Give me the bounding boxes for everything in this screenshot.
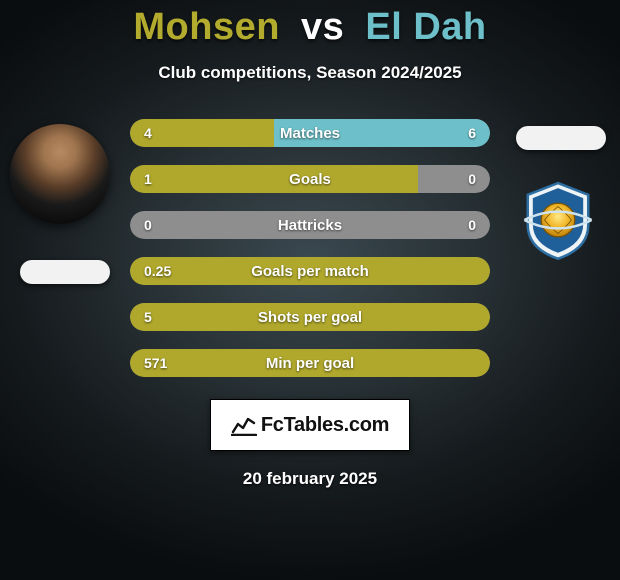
player2-name: El Dah xyxy=(365,6,486,48)
subtitle: Club competitions, Season 2024/2025 xyxy=(0,63,620,83)
brand-badge: FcTables.com xyxy=(210,399,410,451)
stat-bar-left xyxy=(130,165,418,193)
stats-container: 46Matches 10Goals 00Hattricks 0.25Goals per… xyxy=(130,119,490,377)
stat-bar-left xyxy=(130,257,490,285)
date-label: 20 february 2025 xyxy=(0,469,620,489)
stat-row: 10Goals xyxy=(130,165,490,193)
stat-bar-left xyxy=(130,119,274,147)
comparison-title: Mohsen vs El Dah xyxy=(0,0,620,49)
player1-avatar xyxy=(10,124,110,224)
stat-row: 0.25Goals per match xyxy=(130,257,490,285)
brand-icon xyxy=(231,414,257,436)
brand-text: FcTables.com xyxy=(261,414,389,437)
stat-bar-right xyxy=(274,119,490,147)
player2-flag xyxy=(516,126,606,150)
stat-bar-left xyxy=(130,303,490,331)
stat-row: 5Shots per goal xyxy=(130,303,490,331)
stat-bar-left xyxy=(130,349,490,377)
vs-label: vs xyxy=(301,6,344,48)
stat-row: 571Min per goal xyxy=(130,349,490,377)
player1-flag xyxy=(20,260,110,284)
stat-row: 46Matches xyxy=(130,119,490,147)
player2-club-badge xyxy=(516,178,600,262)
stat-row: 00Hattricks xyxy=(130,211,490,239)
player1-name: Mohsen xyxy=(133,6,280,48)
